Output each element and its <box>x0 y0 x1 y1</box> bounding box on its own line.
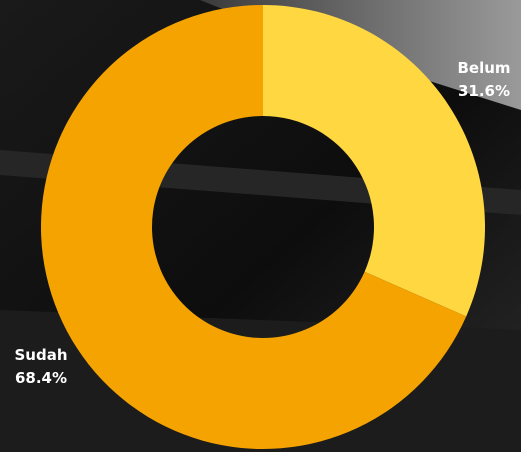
slice-value-label: 31.6% <box>458 82 510 100</box>
slice <box>40 5 467 449</box>
slice-label: Sudah <box>14 346 67 364</box>
slice-value-label: 68.4% <box>15 369 67 387</box>
slice <box>263 5 485 317</box>
donut: Belum 31.6% Sudah 68.4% <box>14 5 511 449</box>
slice-label: Belum <box>457 59 510 77</box>
